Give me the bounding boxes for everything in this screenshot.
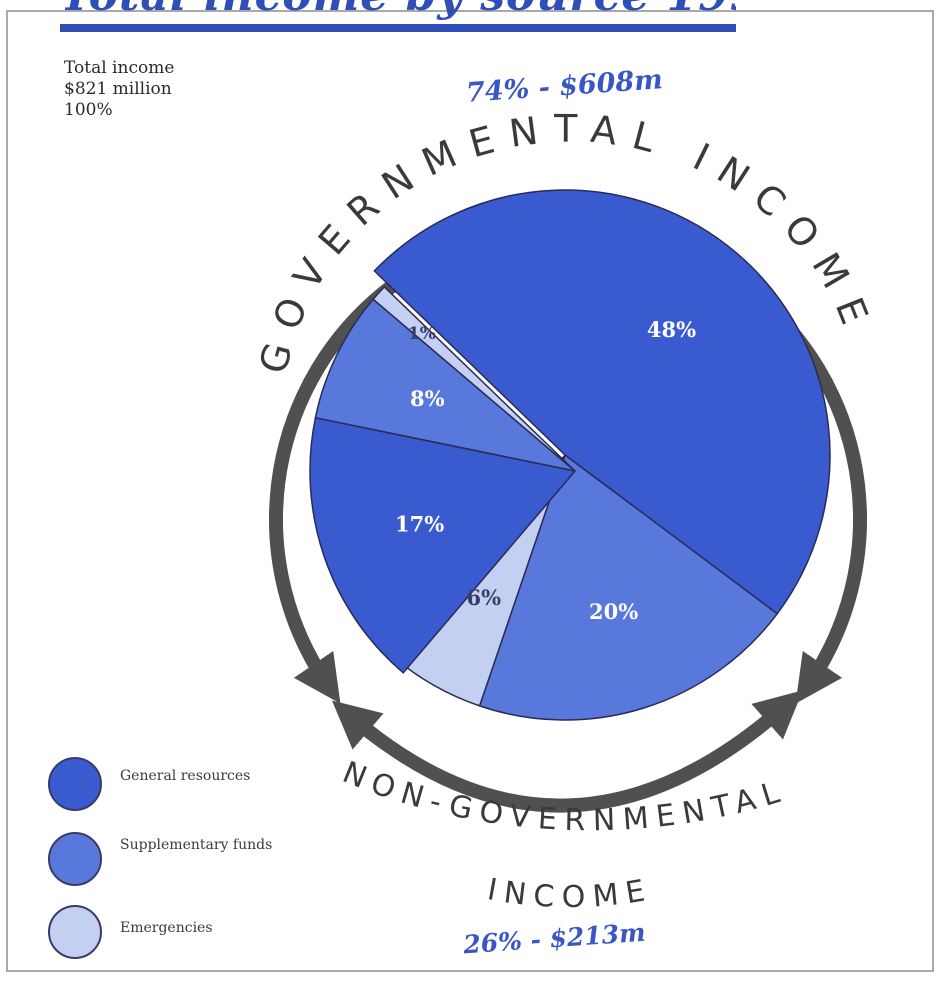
non-governmental-arrow	[331, 690, 803, 813]
legend-swatch-general-resources	[48, 757, 102, 811]
slice-label-governmental-income-supplementary-funds: 20%	[589, 599, 638, 624]
legend-label-emergencies: Emergencies	[120, 920, 213, 936]
legend-swatch-supplementary-funds	[48, 832, 102, 886]
non-governmental-arc-label-text: NON-GOVERNMENTAL	[338, 755, 784, 838]
legend-label-supplementary-funds: Supplementary funds	[120, 837, 273, 853]
slice-label-non-governmental-income-emergencies: 1%	[408, 324, 436, 344]
title-underline	[60, 24, 736, 32]
legend-swatch-emergencies	[48, 905, 102, 959]
total-income-block: Total income $821 million 100%	[64, 58, 174, 121]
non-governmental-value-label: 26% - $213m	[461, 918, 646, 960]
slice-label-governmental-income-emergencies: 6%	[467, 585, 502, 610]
pie-slice-non-governmental-income-supplementary-funds	[314, 298, 576, 472]
pie-slice-non-governmental-income-general-resources	[309, 416, 577, 674]
pie-slice-governmental-income-general-resources	[373, 189, 831, 615]
pie-slice-governmental-income-supplementary-funds	[478, 453, 779, 721]
pie-slice-non-governmental-income-emergencies	[372, 285, 576, 472]
non-governmental-arc-label2-text: INCOME	[485, 872, 648, 915]
non-governmental-slices	[309, 285, 577, 674]
slice-label-non-governmental-income-supplementary-funds: 8%	[410, 386, 445, 411]
chart-title-text: Total income by source 1993	[60, 0, 736, 21]
chart-title: Total income by source 1993	[60, 0, 736, 34]
total-income-label: Total income	[64, 58, 175, 78]
total-income-percent: 100%	[64, 100, 113, 120]
total-income-amount: $821 million	[64, 79, 172, 99]
governmental-value-label: 74% - $608m	[465, 64, 664, 109]
non-governmental-arc-label-line2: INCOME	[485, 872, 656, 915]
slice-label-non-governmental-income-general-resources: 17%	[395, 511, 444, 536]
slice-label-governmental-income-general-resources: 48%	[647, 317, 696, 342]
non-governmental-arc-label: NON-GOVERNMENTAL	[338, 755, 792, 838]
legend-label-general-resources: General resources	[120, 768, 251, 784]
slice-labels: 48% 20% 6% 17% 8% 1%	[395, 317, 696, 624]
